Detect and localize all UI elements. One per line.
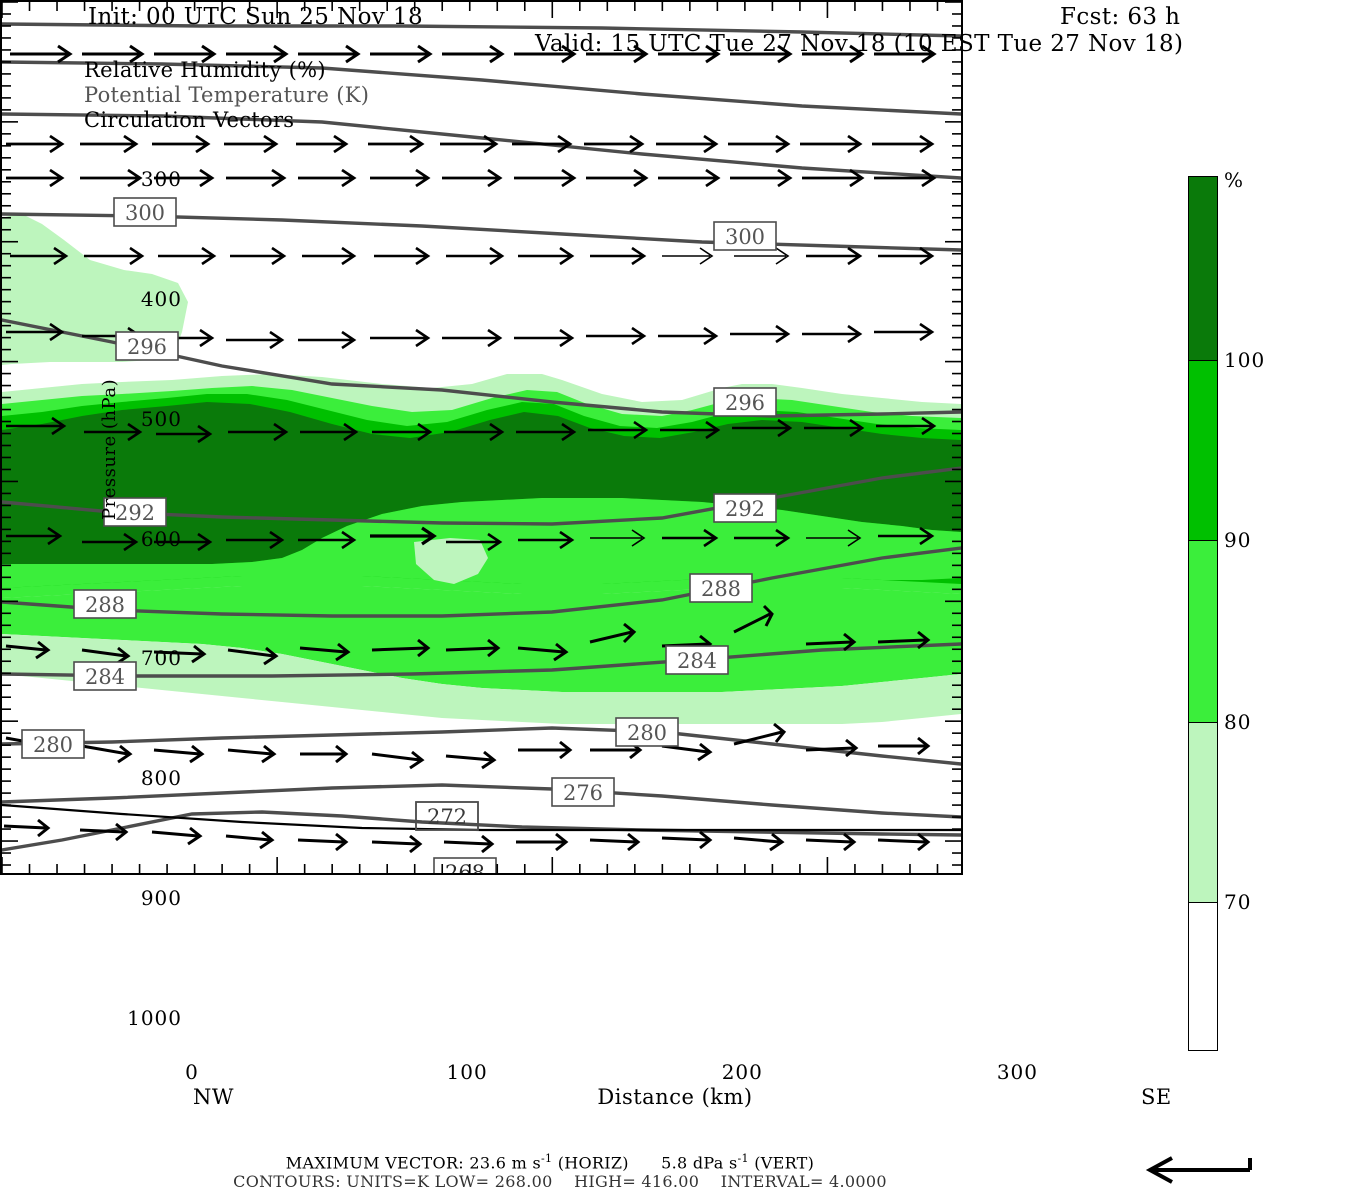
max-vector-horiz-unit: (HORIZ) (557, 1153, 629, 1173)
rh-band-70-80-midlevel (2, 213, 188, 365)
reference-vector-icon (1145, 1156, 1252, 1184)
svg-text:300: 300 (125, 201, 165, 225)
x-tick-200: 200 (721, 1060, 763, 1084)
contours-footer: CONTOURS: UNITS=K LOW= 268.00 HIGH= 416.… (0, 1172, 1120, 1191)
contour-label-296-right: 296 (713, 387, 777, 417)
forecast-hour-label: Fcst: 63 h (1060, 4, 1181, 30)
x-tick-100: 100 (446, 1060, 488, 1084)
colorbar-unit-label: % (1224, 168, 1244, 192)
contour-label-272: 272 (415, 801, 479, 831)
x-axis-tick-labels: 0 100 200 300 (185, 1060, 1155, 1090)
contour-label-292-left: 292 (103, 497, 167, 527)
contour-label-group: 300 300 296 296 (21, 197, 777, 873)
contour-label-292-right: 292 (713, 493, 777, 523)
contour-label-284-right: 284 (665, 645, 729, 675)
x-axis-right-orientation: SE (1141, 1085, 1172, 1109)
theta-contour-276 (2, 783, 961, 819)
theta-contour-292 (2, 466, 961, 526)
theta-contour-unlabeled-c (2, 112, 961, 180)
contour-label-284-left: 284 (73, 661, 137, 691)
relative-humidity-colorbar (1188, 176, 1218, 1051)
svg-text:280: 280 (33, 733, 73, 757)
colorbar-tick-labels: 100 90 80 70 (1224, 176, 1344, 1056)
vert-exponent: -1 (737, 1152, 749, 1165)
svg-text:292: 292 (115, 501, 155, 525)
contours-low: LOW= 268.00 (434, 1172, 553, 1191)
contours-label: CONTOURS: (233, 1172, 341, 1191)
x-axis-title: Distance (km) (597, 1085, 753, 1109)
svg-text:292: 292 (725, 497, 765, 521)
colorbar-band-2 (1189, 541, 1217, 723)
contour-label-300-left: 300 (113, 197, 177, 227)
contours-high: HIGH= 416.00 (574, 1172, 700, 1191)
rh-surface-pale-band (2, 634, 961, 724)
y-axis-tick-labels: 300 400 500 600 700 800 900 1000 (110, 167, 182, 1053)
colorbar-tick-80: 80 (1224, 710, 1252, 734)
max-vector-vert-unit: (VERT) (754, 1153, 815, 1173)
max-vector-vert-value: 5.8 dPa s (661, 1153, 738, 1173)
contour-label-296-left: 296 (115, 331, 179, 361)
contours-units: UNITS=K (346, 1172, 430, 1191)
contour-label-280-left: 280 (21, 729, 85, 759)
y-tick-500: 500 (140, 406, 182, 431)
plot-inner-ticks (2, 2, 961, 873)
svg-text:296: 296 (725, 391, 765, 415)
colorbar-band-4 (1189, 903, 1217, 1050)
contours-interval: INTERVAL= 4.0000 (720, 1172, 887, 1191)
y-tick-800: 800 (140, 766, 182, 791)
svg-text:276: 276 (563, 781, 603, 805)
contour-label-276: 276 (551, 777, 615, 807)
max-vector-footer: MAXIMUM VECTOR: 23.6 m s-1 (HORIZ) 5.8 d… (0, 1152, 1100, 1172)
rh-band-above-100-core (2, 402, 961, 564)
contour-label-280-right: 280 (615, 717, 679, 747)
max-vector-horiz-value: 23.6 m s (469, 1153, 541, 1173)
y-tick-1000: 1000 (127, 1006, 182, 1031)
y-tick-900: 900 (140, 886, 182, 911)
lowest-black-contour (2, 803, 961, 832)
rh-pale-island (414, 538, 488, 584)
field-legend: Relative Humidity (%) Potential Temperat… (84, 58, 369, 133)
svg-text:296: 296 (127, 335, 167, 359)
max-vector-label: MAXIMUM VECTOR: (285, 1153, 464, 1173)
svg-text:284: 284 (85, 665, 125, 689)
legend-relative-humidity: Relative Humidity (%) (84, 58, 326, 82)
theta-contour-unlabeled-b (2, 60, 961, 116)
cross-section-plot: 300 300 296 296 (0, 0, 963, 875)
theta-contour-288 (2, 546, 961, 618)
contour-label-300-right: 300 (713, 221, 777, 251)
colorbar-band-0 (1189, 177, 1217, 361)
colorbar-band-1 (1189, 361, 1217, 541)
y-tick-600: 600 (140, 526, 182, 551)
valid-time-label: Valid: 15 UTC Tue 27 Nov 18 (10 EST Tue … (535, 31, 1184, 57)
legend-circulation-vectors: Circulation Vectors (84, 108, 295, 132)
theta-contour-284 (2, 642, 961, 678)
svg-text:284: 284 (677, 649, 717, 673)
svg-text:288: 288 (85, 593, 125, 617)
x-tick-300: 300 (996, 1060, 1039, 1084)
svg-text:268: 268 (445, 861, 485, 873)
horiz-exponent: -1 (540, 1152, 553, 1165)
svg-text:300: 300 (725, 225, 765, 249)
x-axis-left-orientation: NW (193, 1085, 234, 1109)
colorbar-tick-90: 90 (1224, 528, 1252, 552)
colorbar-tick-100: 100 (1224, 348, 1266, 372)
colorbar-band-3 (1189, 723, 1217, 903)
init-time-label: Init: 00 UTC Sun 25 Nov 18 (88, 4, 423, 30)
svg-text:288: 288 (701, 577, 741, 601)
theta-contour-unlabeled-a (2, 22, 961, 38)
colorbar-tick-70: 70 (1224, 890, 1252, 914)
y-tick-400: 400 (140, 286, 182, 311)
contour-label-288-left: 288 (73, 589, 137, 619)
legend-potential-temperature: Potential Temperature (K) (84, 83, 370, 107)
y-tick-700: 700 (140, 646, 182, 671)
contour-label-268: 268 (433, 857, 497, 873)
x-tick-0: 0 (185, 1060, 199, 1084)
svg-text:280: 280 (627, 721, 667, 745)
svg-text:272: 272 (427, 805, 467, 829)
contour-label-288-right: 288 (689, 573, 753, 603)
y-tick-300: 300 (140, 167, 182, 191)
